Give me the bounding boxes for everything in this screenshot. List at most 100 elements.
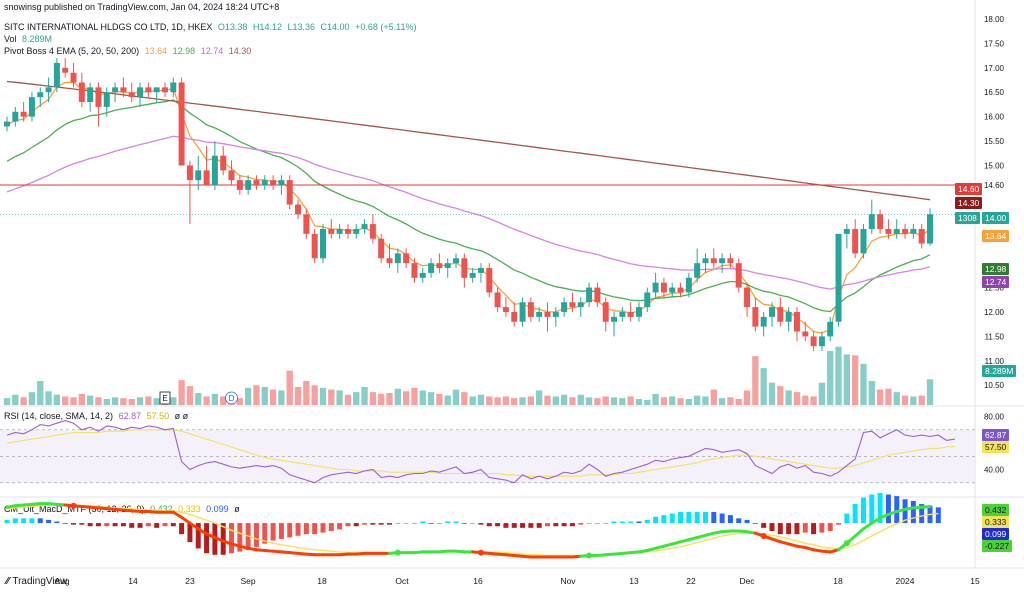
volume-bar (244, 387, 252, 405)
macd-histogram-bar (885, 494, 891, 524)
candle (469, 268, 476, 283)
candle-body (436, 263, 443, 269)
volume-bar (128, 399, 135, 405)
macd-line-segment (861, 521, 874, 531)
volume-bar (569, 397, 576, 405)
macd-histogram-bar (445, 521, 451, 524)
candle-body (644, 292, 651, 308)
macd-histogram-bar (137, 523, 143, 528)
candle-body (353, 228, 360, 234)
vol-label[interactable]: Vol (4, 34, 17, 44)
volume-bar (602, 396, 609, 405)
candle-body (386, 258, 393, 264)
ema20-line (6, 99, 931, 313)
candle (511, 302, 518, 327)
volume-bar (494, 397, 501, 405)
volume-bar (652, 393, 659, 405)
candle (386, 243, 393, 269)
candle (644, 287, 651, 312)
candle (927, 208, 933, 246)
candle-body (336, 228, 343, 234)
candle (893, 219, 900, 239)
candle (635, 302, 642, 322)
volume-bar (344, 394, 352, 405)
candle-body (843, 228, 850, 234)
tradingview-logo[interactable]: ⁄⁄ TradingView (6, 576, 67, 587)
candle (178, 77, 185, 166)
candle-body (153, 87, 160, 93)
rsi-value: 62.87 (118, 411, 142, 421)
volume-bar (78, 393, 85, 405)
candle (569, 292, 576, 312)
macd-histogram-bar (204, 523, 210, 554)
rsi-label[interactable]: RSI (14, close, SMA, 14, 2) (4, 411, 114, 421)
rsi-value-label: 62.87 (982, 429, 1010, 441)
candle (594, 282, 601, 308)
candle (270, 175, 277, 190)
rsi-extra: ø ø (174, 411, 189, 421)
macd-histogram-bar (46, 519, 52, 524)
candle (777, 297, 784, 327)
candle-body (70, 72, 77, 83)
volume-bar (294, 387, 302, 405)
volume-bar (37, 381, 44, 405)
candle-body (45, 87, 52, 93)
candle-body (145, 87, 152, 93)
candle-body (120, 87, 127, 93)
event-marker-label: E (162, 394, 167, 403)
candle-body (569, 302, 576, 308)
vol-value: 8.289M (22, 34, 53, 44)
macd-hist-value: 0.099 (206, 504, 229, 514)
candle (411, 258, 418, 283)
volume-bar (211, 393, 219, 405)
volume-bar (111, 397, 119, 405)
macd-histogram-bar (786, 523, 792, 535)
macd-histogram-bar (553, 523, 559, 527)
ema200-line (6, 80, 931, 201)
macd-histogram-bar (12, 518, 18, 524)
candle (195, 155, 202, 190)
candle-body (727, 258, 734, 264)
candle-body (893, 228, 900, 234)
candle-body (660, 282, 667, 293)
macd-histogram-bar (436, 523, 442, 524)
volume-bar (627, 396, 634, 405)
macd-label[interactable]: CM_Ult_MacD_MTF (30, 12, 26, 9) (4, 504, 145, 514)
macd-value: 0.432 (150, 504, 173, 514)
candle-body (744, 287, 751, 308)
candle (527, 297, 534, 322)
macd-histogram-bar (4, 519, 10, 524)
macd-histogram-bar (628, 521, 634, 524)
candle-body (453, 258, 460, 264)
volume-bar (253, 385, 260, 405)
candle-body (178, 82, 185, 166)
candle (303, 209, 310, 239)
candle-body (444, 263, 451, 269)
macd-histogram-bar (794, 523, 800, 535)
volume-bar (777, 386, 784, 405)
macd-cross-dot (843, 540, 850, 547)
ema50-price-label: 12.74 (982, 276, 1010, 288)
macd-histogram-bar (711, 511, 717, 524)
candle (744, 282, 751, 317)
volume-bar (677, 398, 684, 405)
candle (818, 331, 825, 352)
candle (586, 282, 593, 308)
price-axis-tick: 11.50 (985, 332, 1005, 341)
candle-body (311, 233, 318, 259)
date-axis-tick: 2024 (896, 576, 915, 586)
candle (577, 297, 584, 317)
macd-histogram-bar (120, 523, 126, 527)
macd-histogram-bar (902, 499, 908, 524)
candle (860, 224, 867, 259)
candle (328, 219, 335, 239)
symbol-title[interactable]: SITC INTERNATIONAL HLDGS CO LTD, 1D, HKE… (4, 22, 213, 32)
candle-body (793, 311, 800, 332)
candle (45, 77, 52, 103)
candle (677, 282, 684, 298)
ema-label[interactable]: Pivot Boss 4 EMA (5, 20, 50, 200) (4, 46, 140, 56)
macd-value-label: 0.432 (982, 504, 1010, 516)
candle-body (852, 228, 859, 254)
volume-bar (644, 399, 651, 405)
